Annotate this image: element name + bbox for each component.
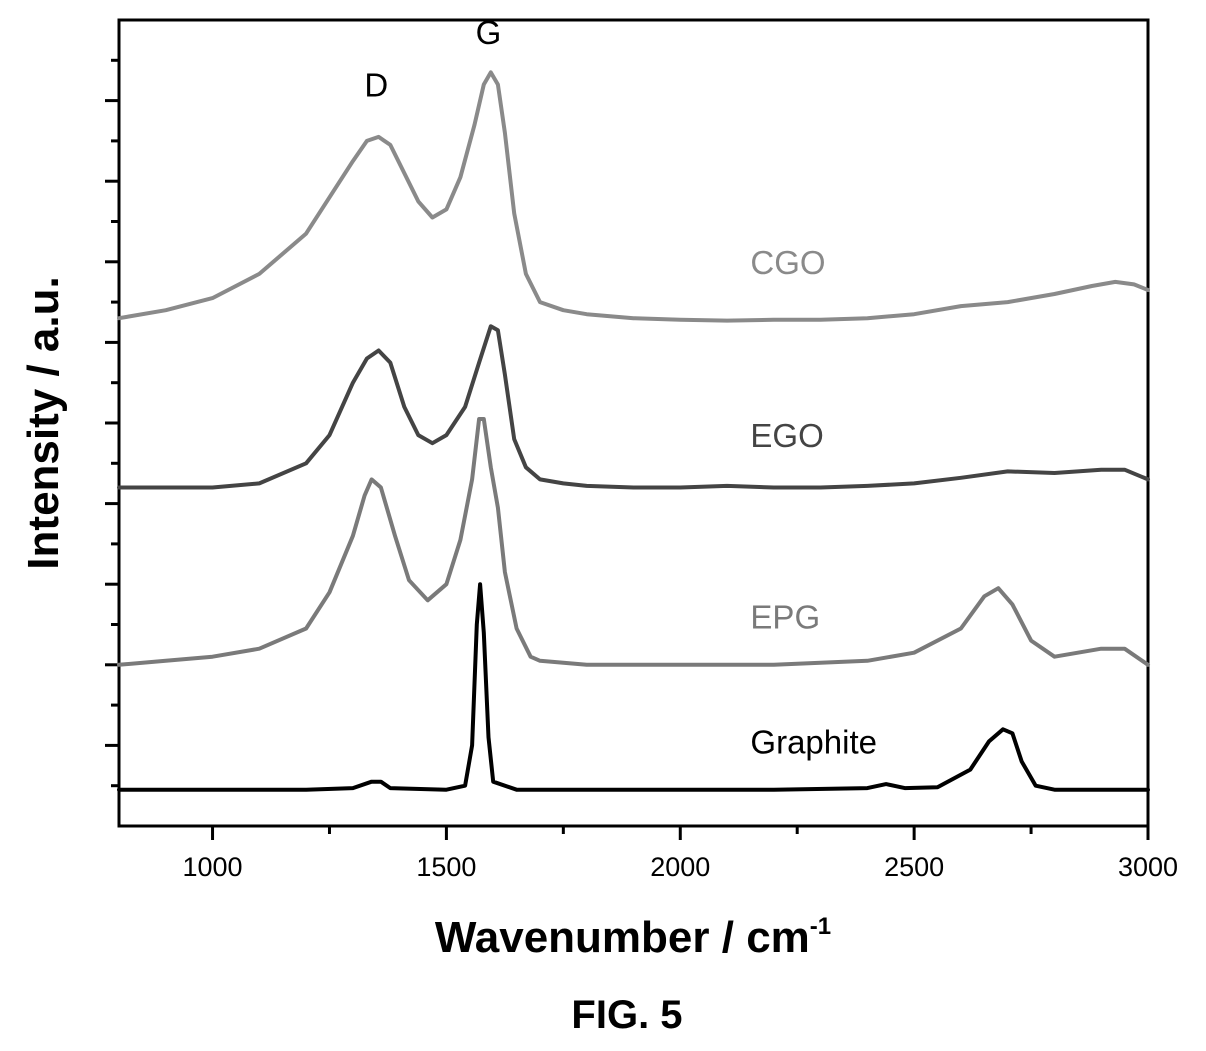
x-tick-label: 1500 — [416, 852, 476, 882]
x-tick-label: 3000 — [1118, 852, 1178, 882]
peak-label-d: D — [364, 67, 388, 104]
series-line-epg — [117, 417, 1150, 667]
label-layer: CGO EGO EPG Graphite D G — [364, 14, 877, 760]
y-axis-ticks — [105, 58, 119, 788]
y-axis-title: Intensity / a.u. — [19, 276, 68, 569]
x-axis-title: Wavenumber / cm-1 — [435, 913, 831, 962]
series-label-ego: EGO — [750, 417, 823, 454]
plot-frame — [117, 18, 1150, 828]
series-label-epg: EPG — [750, 599, 820, 636]
x-axis-ticks: 1000 1500 2000 2500 3000 — [183, 826, 1178, 882]
x-axis-title-text: Wavenumber / cm — [435, 913, 810, 962]
series-line-cgo — [117, 70, 1150, 323]
series-line-graphite — [117, 582, 1150, 792]
series-line-ego — [117, 324, 1150, 490]
x-tick-label: 2500 — [884, 852, 944, 882]
series-layer — [117, 70, 1150, 792]
x-tick-label: 2000 — [650, 852, 710, 882]
peak-label-g: G — [476, 14, 502, 51]
plot-area — [117, 18, 1150, 828]
x-tick-label: 1000 — [183, 852, 243, 882]
series-label-graphite: Graphite — [750, 723, 877, 760]
series-label-cgo: CGO — [750, 244, 825, 281]
x-axis-title-superscript: -1 — [810, 913, 831, 940]
figure-caption: FIG. 5 — [571, 993, 682, 1037]
